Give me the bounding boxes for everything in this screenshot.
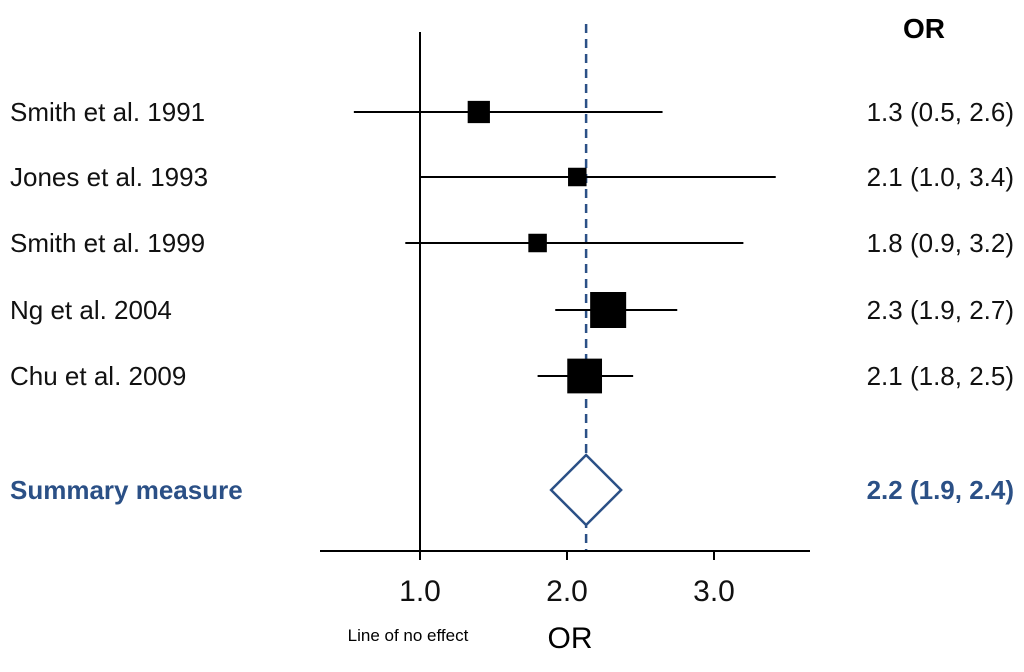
study-label: Jones et al. 1993 — [10, 162, 208, 192]
study-or-value: 1.3 (0.5, 2.6) — [867, 97, 1014, 127]
or-column-header: OR — [903, 13, 945, 44]
study-or-value: 2.1 (1.0, 3.4) — [867, 162, 1014, 192]
summary-or-value: 2.2 (1.9, 2.4) — [867, 475, 1014, 505]
point-estimate-box — [528, 233, 547, 253]
study-or-value: 1.8 (0.9, 3.2) — [867, 228, 1014, 258]
study-label: Smith et al. 1991 — [10, 97, 205, 127]
line-of-no-effect-label: Line of no effect — [348, 626, 469, 645]
x-tick-label: 1.0 — [399, 575, 441, 608]
summary-label: Summary measure — [10, 475, 243, 505]
study-rows: Smith et al. 1991 1.3 (0.5, 2.6) Jones et … — [10, 97, 1014, 394]
point-estimate-box — [590, 292, 627, 328]
summary-diamond — [549, 453, 623, 527]
study-or-value: 2.1 (1.8, 2.5) — [867, 361, 1014, 391]
study-label: Ng et al. 2004 — [10, 295, 172, 325]
study-label: Chu et al. 2009 — [10, 361, 186, 391]
study-label: Smith et al. 1999 — [10, 228, 205, 258]
study-or-value: 2.3 (1.9, 2.7) — [867, 295, 1014, 325]
x-tick-label: 2.0 — [546, 575, 588, 608]
plot-lines — [419, 24, 588, 551]
x-tick-label: 3.0 — [693, 575, 735, 608]
x-axis: 1.0 2.0 3.0 — [320, 550, 810, 608]
point-estimate-box — [567, 358, 603, 394]
x-axis-title: OR — [548, 622, 593, 655]
point-estimate-box — [568, 167, 587, 187]
summary-row: Summary measure 2.2 (1.9, 2.4) — [10, 453, 1014, 527]
point-estimate-box — [467, 100, 490, 124]
